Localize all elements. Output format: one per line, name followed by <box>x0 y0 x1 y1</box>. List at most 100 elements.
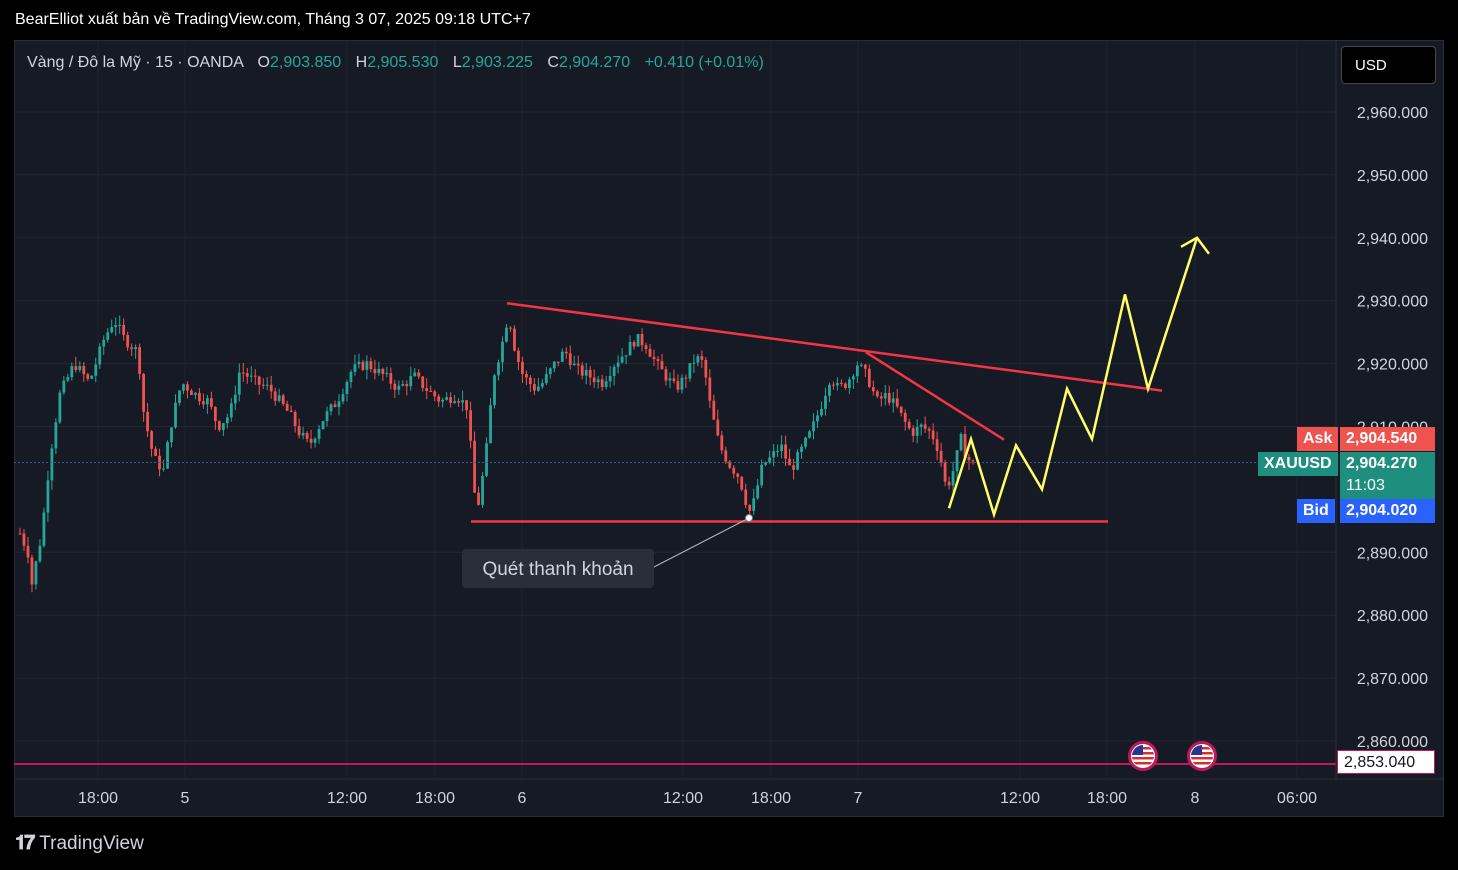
chart-panel[interactable] <box>14 40 1444 817</box>
candle-body <box>62 380 66 393</box>
time-tick-label: 5 <box>181 790 190 807</box>
candle-body <box>154 448 157 456</box>
grid <box>14 41 1336 779</box>
candle-body <box>728 461 732 468</box>
candle-body <box>34 561 38 585</box>
us-flag-icon[interactable] <box>1187 741 1217 771</box>
candle-body <box>90 375 94 379</box>
candle-body <box>963 434 967 457</box>
candle-body <box>528 377 532 385</box>
candle-body <box>46 480 50 513</box>
candle-body <box>237 372 241 395</box>
candle-body <box>776 451 780 453</box>
candle-body <box>540 383 544 387</box>
candle-body <box>521 361 524 375</box>
candle-body <box>564 351 568 354</box>
candle-body <box>477 492 480 505</box>
candle-body <box>417 372 421 377</box>
candle-body <box>927 428 931 431</box>
candle-body <box>241 372 245 374</box>
candle-body <box>931 430 935 440</box>
candle-body <box>465 400 468 411</box>
candle-body <box>955 450 959 472</box>
candle-body <box>911 428 915 436</box>
candle-body <box>907 421 911 429</box>
candle-body <box>891 398 895 403</box>
candle-body <box>879 396 883 399</box>
candle-body <box>696 356 700 363</box>
candle-body <box>126 334 130 348</box>
bid-label: Bid <box>1297 499 1335 523</box>
symbol-name[interactable]: Vàng / Đô la Mỹ · 15 · OANDA <box>27 54 244 71</box>
candle-body <box>895 398 899 407</box>
candle-body <box>784 444 787 459</box>
candle-body <box>497 362 500 376</box>
candle-body <box>361 361 365 370</box>
candle-body <box>178 390 181 403</box>
candle-body <box>692 362 696 364</box>
candle-body <box>469 410 472 441</box>
high-label: H <box>355 54 368 71</box>
price-scale[interactable]: 2,960.000 2,950.000 2,940.000 2,930.000 2,92… <box>1335 41 1428 779</box>
candle-body <box>221 423 225 430</box>
candle-body <box>289 410 293 412</box>
tradingview-logo[interactable]: 𝟏𝟕 TradingView <box>15 832 144 855</box>
candle-body <box>808 431 811 438</box>
us-flag-icon[interactable] <box>1128 741 1158 771</box>
candle-body <box>788 458 791 466</box>
candle-body <box>568 353 572 366</box>
candle-body <box>513 328 516 351</box>
candle-body <box>461 400 465 403</box>
candle-body <box>556 361 560 363</box>
candle-body <box>174 402 177 428</box>
currency-button[interactable]: USD <box>1341 46 1436 84</box>
candle-body <box>919 424 923 427</box>
candle-body <box>389 373 393 384</box>
annotation-text: Quét thanh khoản <box>482 559 633 580</box>
low-line-price: 2,853.040 <box>1337 750 1435 774</box>
candle-body <box>253 375 257 377</box>
candle-body <box>194 392 197 396</box>
candle-body <box>245 373 249 377</box>
symbol-info-bar: Vàng / Đô la Mỹ · 15 · OANDA O2,903.850 … <box>27 54 764 72</box>
candle-body <box>947 481 951 486</box>
candle-body <box>624 355 628 357</box>
time-tick-label: 7 <box>854 790 863 807</box>
candle-body <box>923 424 927 429</box>
candle-body <box>660 361 664 370</box>
candle-body <box>532 384 536 391</box>
candle-body <box>720 435 724 451</box>
candle-body <box>321 420 325 430</box>
price-tick-label: 2,930.000 <box>1357 294 1428 311</box>
candle-body <box>824 395 827 409</box>
candle-body <box>313 438 317 443</box>
price-tick-label: 2,920.000 <box>1357 357 1428 374</box>
drawings[interactable] <box>471 236 1210 523</box>
projection-path[interactable] <box>947 237 1199 519</box>
high-value: 2,905.530 <box>367 54 439 71</box>
candle-body <box>517 350 520 362</box>
candle-body <box>110 327 114 333</box>
candle-body <box>716 419 720 436</box>
candle-body <box>405 384 409 387</box>
price-tick-label: 2,940.000 <box>1357 231 1428 248</box>
candle-body <box>297 425 301 436</box>
candle-body <box>281 395 285 404</box>
time-scale[interactable]: 18:00 5 12:00 18:00 6 12:00 18:00 7 12:00 18:00 8 0… <box>14 778 1443 807</box>
trendline[interactable] <box>506 301 1163 392</box>
candle-body <box>257 376 261 385</box>
candle-body <box>198 392 201 402</box>
candle-body <box>309 438 313 443</box>
symbol-label: XAUUSD <box>1258 452 1338 476</box>
candle-body <box>820 408 823 416</box>
annotation-callout[interactable]: Quét thanh khoản <box>462 514 753 589</box>
candle-body <box>293 411 297 426</box>
candle-body <box>345 382 349 395</box>
trendline[interactable] <box>865 351 1005 441</box>
candle-body <box>899 406 903 413</box>
candle-body <box>341 394 345 402</box>
time-tick-label: 12:00 <box>1000 790 1040 807</box>
candle-body <box>588 369 592 378</box>
candle-body <box>828 384 831 396</box>
